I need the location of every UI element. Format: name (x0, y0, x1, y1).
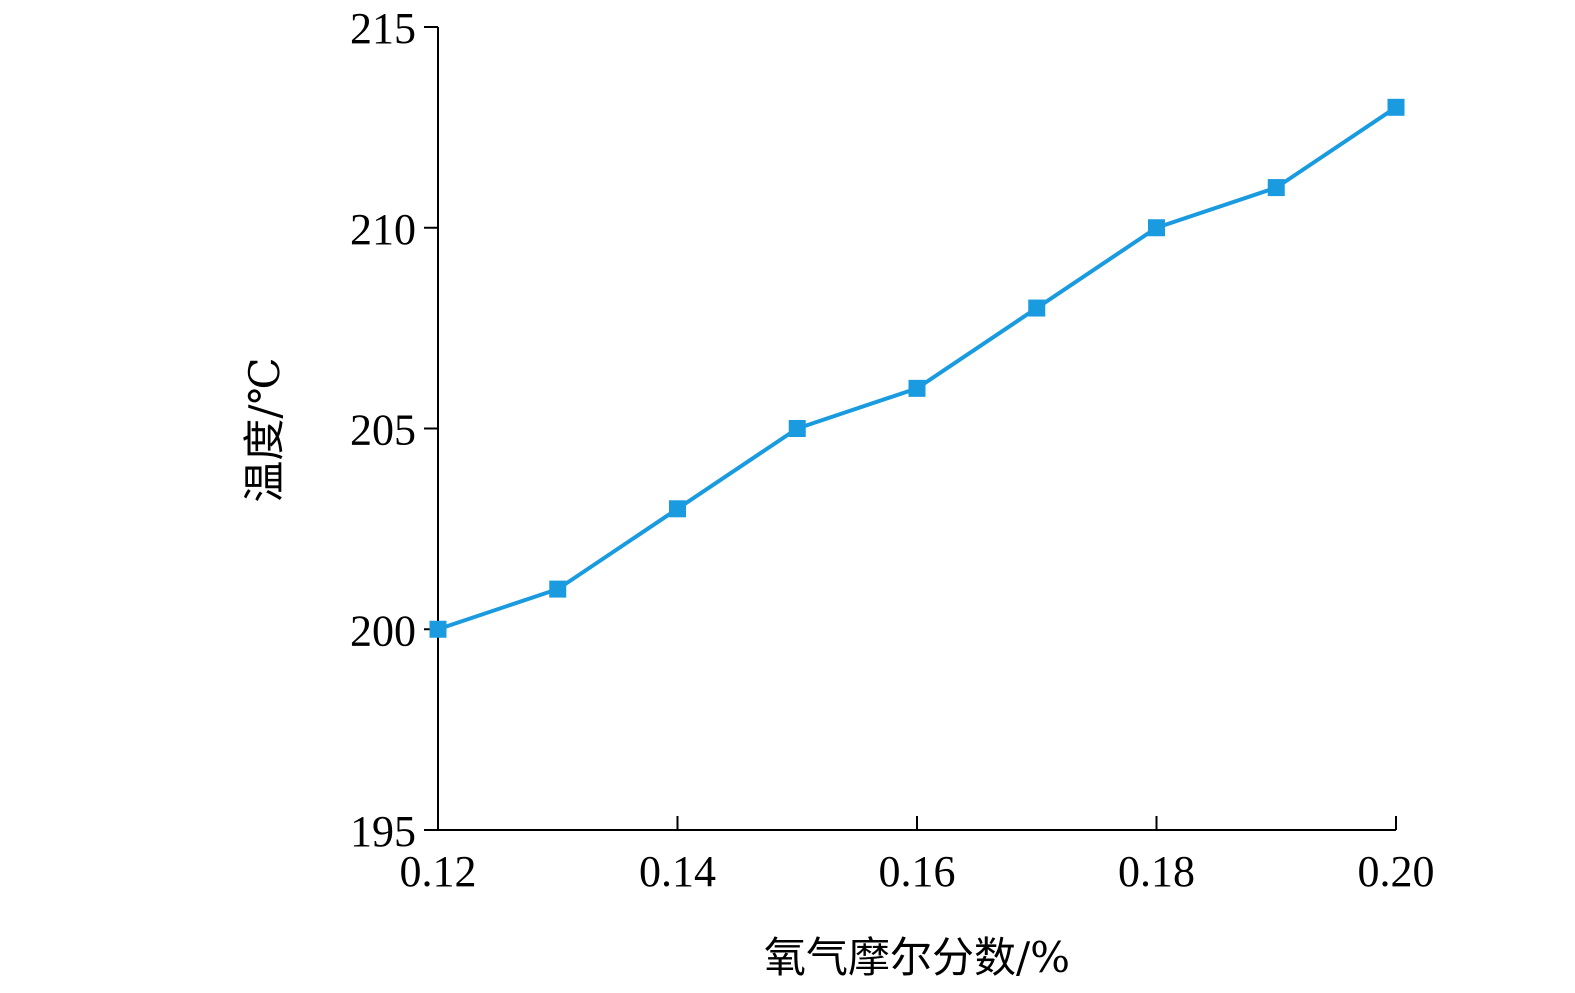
y-axis-ticks: 195 200 205 210 215 (350, 4, 438, 856)
axes (437, 27, 1396, 831)
data-point-marker (429, 620, 447, 638)
x-tick-label: 0.14 (639, 847, 716, 896)
data-point-marker (1387, 98, 1405, 116)
x-tick-label: 0.16 (879, 847, 956, 896)
x-axis-title: 氧气摩尔分数/% (764, 933, 1070, 982)
y-tick-label: 205 (350, 406, 416, 455)
data-point-marker (1148, 219, 1165, 237)
y-axis-title: 温度/℃ (240, 357, 289, 502)
x-axis-ticks: 0.12 0.14 0.16 0.18 0.20 (400, 816, 1435, 896)
y-tick-label: 200 (350, 606, 416, 655)
x-tick-label: 0.20 (1358, 847, 1435, 896)
data-point-marker (1028, 299, 1046, 317)
x-tick-label: 0.12 (400, 847, 477, 896)
data-point-marker (549, 580, 567, 598)
y-tick-label: 215 (350, 4, 416, 53)
data-point-marker (788, 420, 806, 437)
data-point-marker (908, 379, 926, 397)
data-point-marker (669, 500, 686, 518)
y-tick-label: 210 (350, 205, 416, 254)
x-tick-label: 0.18 (1118, 847, 1195, 896)
plot-area (429, 98, 1405, 638)
y-tick-label: 195 (350, 807, 416, 856)
series-line (437, 105, 1398, 632)
data-point-marker (1267, 179, 1285, 197)
